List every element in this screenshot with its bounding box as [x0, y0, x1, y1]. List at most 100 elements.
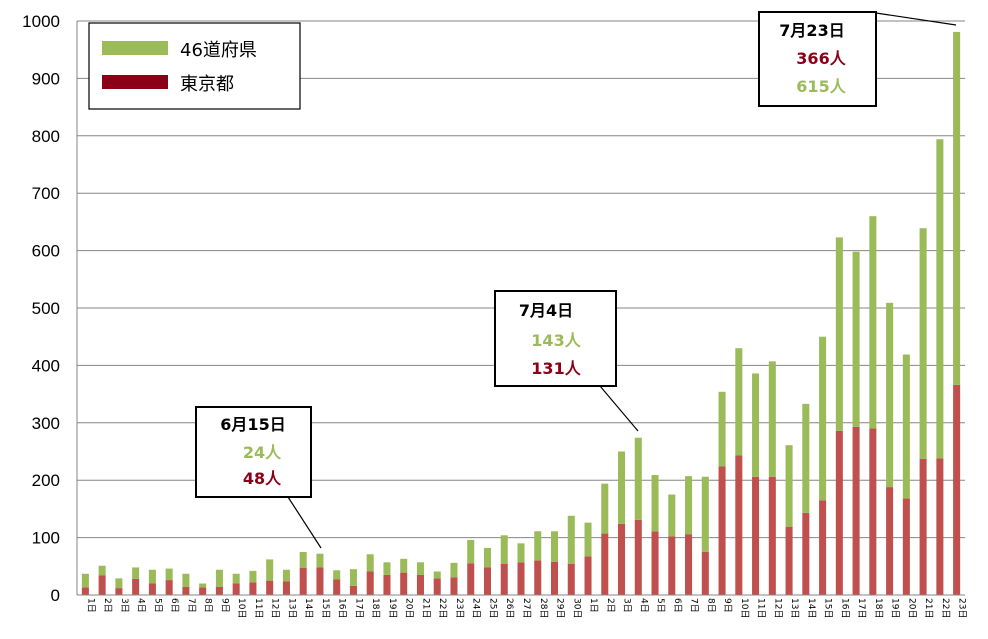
- x-tick-label: 24日: [471, 598, 482, 618]
- bar-prefectures: [299, 551, 307, 569]
- x-tick-label: 9日: [722, 598, 733, 613]
- bar-tokyo: [718, 466, 726, 595]
- x-tick-label: 16日: [839, 598, 850, 618]
- bar-tokyo: [685, 534, 693, 595]
- bar-tokyo: [299, 568, 307, 595]
- y-axis-tick-labels: 0 100 200 300 400 500 600 700 800 900 1000: [22, 12, 60, 605]
- x-tick-label: 14日: [806, 598, 817, 618]
- y-tick-label: 500: [32, 299, 60, 318]
- bar-tokyo: [366, 571, 374, 595]
- bar-prefectures: [651, 475, 659, 532]
- bar-prefectures: [752, 373, 760, 477]
- bar-tokyo: [852, 426, 860, 595]
- x-tick-label: 20日: [906, 598, 917, 618]
- x-tick-label: 19日: [890, 598, 901, 618]
- y-tick-label: 0: [51, 586, 60, 605]
- bar-tokyo: [467, 563, 475, 595]
- y-tick-label: 800: [32, 127, 60, 146]
- bar-tokyo: [500, 564, 508, 595]
- x-tick-label: 21日: [420, 598, 431, 618]
- x-tick-label: 30日: [571, 598, 582, 618]
- bar-prefectures: [567, 515, 575, 565]
- callout-jul4-prefectures-value: 143人: [531, 331, 581, 350]
- bar-prefectures: [148, 569, 156, 584]
- y-tick-label: 900: [32, 69, 60, 88]
- y-tick-label: 200: [32, 471, 60, 490]
- bar-prefectures: [215, 569, 223, 587]
- bar-tokyo: [869, 428, 877, 595]
- bar-tokyo: [701, 551, 709, 595]
- bar-prefectures: [182, 573, 190, 587]
- bar-tokyo: [567, 564, 575, 595]
- bar-prefectures: [416, 562, 424, 575]
- bar-prefectures: [400, 558, 408, 573]
- bar-tokyo: [534, 560, 542, 595]
- bar-prefectures: [768, 361, 776, 477]
- bar-tokyo: [752, 476, 760, 595]
- callout-jul4-date: 7月4日: [519, 301, 573, 320]
- legend-swatch-prefectures: [102, 41, 168, 55]
- bar-tokyo: [132, 578, 140, 595]
- x-tick-label: 3日: [622, 598, 633, 613]
- bar-prefectures: [316, 553, 324, 568]
- callout-jul23-tokyo-value: 366人: [796, 49, 846, 68]
- bar-tokyo: [249, 582, 257, 595]
- y-tick-label: 700: [32, 184, 60, 203]
- y-tick-label: 300: [32, 414, 60, 433]
- bar-tokyo: [618, 523, 626, 595]
- y-tick-label: 100: [32, 529, 60, 548]
- bar-tokyo: [383, 574, 391, 595]
- x-tick-label: 1日: [588, 598, 599, 613]
- bar-prefectures: [718, 391, 726, 467]
- bar-prefectures: [266, 559, 274, 581]
- x-tick-label: 19日: [387, 598, 398, 618]
- bar-prefectures: [349, 569, 357, 586]
- bar-prefectures: [584, 522, 592, 557]
- bar-prefectures: [282, 569, 290, 582]
- bar-tokyo: [768, 476, 776, 595]
- x-tick-label: 25日: [487, 598, 498, 618]
- x-tick-label: 4日: [638, 598, 649, 613]
- x-tick-label: 15日: [320, 598, 331, 618]
- bar-tokyo: [81, 587, 89, 595]
- x-tick-label: 2日: [605, 598, 616, 613]
- callout-jul23: 7月23日 366人 615人: [758, 11, 957, 107]
- bar-prefectures: [534, 531, 542, 561]
- bar-tokyo: [517, 562, 525, 595]
- bar-prefectures: [81, 573, 89, 588]
- bar-tokyo: [433, 578, 441, 595]
- x-tick-label: 18日: [370, 598, 381, 618]
- x-tick-label: 29日: [555, 598, 566, 618]
- x-tick-label: 28日: [538, 598, 549, 618]
- legend: 46道府県 東京都: [88, 22, 301, 110]
- x-tick-label: 6日: [672, 598, 683, 613]
- legend-box: [88, 22, 301, 110]
- callout-jun15-prefectures-value: 24人: [243, 443, 282, 462]
- x-tick-label: 13日: [286, 598, 297, 618]
- bars: [81, 31, 961, 595]
- bar-tokyo: [266, 580, 274, 595]
- bar-prefectures: [98, 565, 106, 576]
- bar-tokyo: [785, 526, 793, 595]
- x-tick-label: 5日: [655, 598, 666, 613]
- callout-jul4-box: [494, 290, 617, 387]
- callout-jul23-prefectures-value: 615人: [796, 77, 846, 96]
- x-tick-label: 12日: [270, 598, 281, 618]
- bar-prefectures: [852, 251, 860, 427]
- bar-tokyo: [668, 536, 676, 595]
- x-tick-label: 27日: [521, 598, 532, 618]
- bar-prefectures: [450, 562, 458, 578]
- bar-tokyo: [735, 455, 743, 595]
- bar-tokyo: [450, 577, 458, 595]
- bar-prefectures: [165, 568, 173, 581]
- bar-tokyo: [835, 430, 843, 595]
- bar-prefectures: [115, 578, 123, 589]
- x-tick-label: 12日: [772, 598, 783, 618]
- bar-tokyo: [601, 533, 609, 595]
- x-tick-label: 10日: [739, 598, 750, 618]
- bar-tokyo: [651, 531, 659, 595]
- bar-prefectures: [132, 567, 140, 579]
- x-tick-label: 22日: [940, 598, 951, 618]
- bar-prefectures: [735, 348, 743, 456]
- y-tick-label: 400: [32, 356, 60, 375]
